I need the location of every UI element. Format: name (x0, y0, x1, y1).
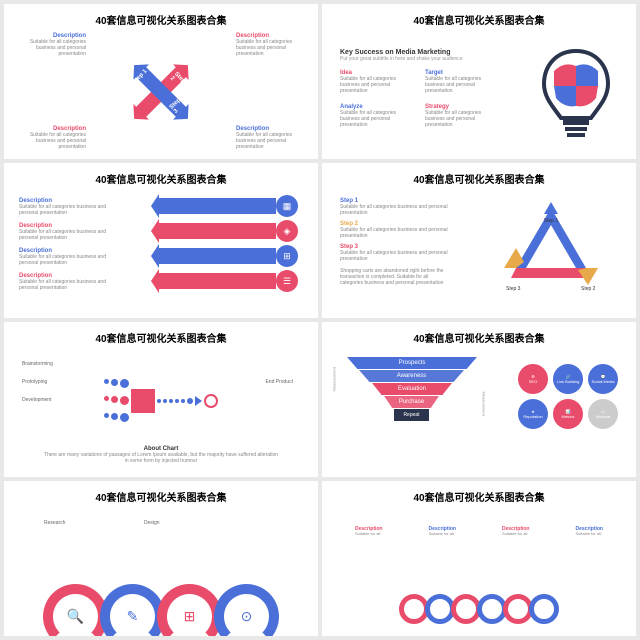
slide-title: 40套信息可视化关系图表合集 (332, 330, 626, 345)
ring-diagram: 🔍 ✎ ⊞ ⊙ (43, 584, 279, 636)
slide-lightbulb: 40套信息可视化关系图表合集 Key Success on Media Mark… (322, 4, 636, 159)
slide-chain: 40套信息可视化关系图表合集 DescriptionSuitable for a… (322, 481, 636, 636)
corner-desc: Description Suitable for all categories … (16, 126, 86, 150)
slide-title: 40套信息可视化关系图表合集 (332, 171, 626, 186)
chain-labels: DescriptionSuitable for all DescriptionS… (332, 526, 626, 537)
slide-rings: 40套信息可视化关系图表合集 Research Design 🔍 ✎ ⊞ ⊙ (4, 481, 318, 636)
slide-title: 40套信息可视化关系图表合集 (332, 12, 626, 27)
slide-title: 40套信息可视化关系图表合集 (14, 330, 308, 345)
descriptions: DescriptionSuitable for all categories b… (19, 198, 114, 298)
slide-ribbons: 40套信息可视化关系图表合集 DescriptionSuitable for a… (4, 163, 318, 318)
svg-text:Step 3: Step 3 (506, 286, 521, 292)
lightbulb-icon (539, 46, 614, 151)
process-flow (104, 379, 218, 422)
slide-triangle: 40套信息可视化关系图表合集 Step 1Suitable for all ca… (322, 163, 636, 318)
chain-circles (399, 594, 559, 624)
slide-title: 40套信息可视化关系图表合集 (14, 171, 308, 186)
circle-icons: ⚙SEO 🔗Link Building 💬Social Media ★Reput… (518, 364, 618, 429)
about-section: About Chart There are many variations of… (43, 446, 278, 464)
slide-title: 40套信息可视化关系图表合集 (14, 12, 308, 27)
ribbon-arrows: .s3 .ribbon:nth-child(1) .rib-body::befo… (158, 195, 298, 295)
slide-grid: 40套信息可视化关系图表合集 Description Suitable for … (0, 0, 640, 640)
svg-text:Step 2: Step 2 (581, 286, 596, 292)
funnel-diagram: Prospects Awareness Evaluation Purchase … (347, 357, 477, 422)
slide-process: 40套信息可视化关系图表合集 Brainstorming Prototyping… (4, 322, 318, 477)
slide-title: 40套信息可视化关系图表合集 (14, 489, 308, 504)
slide-cross-arrows: 40套信息可视化关系图表合集 Description Suitable for … (4, 4, 318, 159)
slide-funnel: 40套信息可视化关系图表合集 Prospects Awareness Evalu… (322, 322, 636, 477)
corner-desc: Description Suitable for all categories … (236, 33, 306, 57)
corner-desc: Description Suitable for all categories … (16, 33, 86, 57)
step-list: Step 1Suitable for all categories busine… (340, 198, 450, 286)
triangle-cycle: Step 1 Step 2 Step 3 (496, 200, 606, 300)
corner-desc: Description Suitable for all categories … (236, 126, 306, 150)
slide-title: 40套信息可视化关系图表合集 (332, 489, 626, 504)
svg-text:Step 1: Step 1 (544, 218, 559, 224)
text-content: Key Success on Media Marketing Put your … (340, 49, 490, 134)
